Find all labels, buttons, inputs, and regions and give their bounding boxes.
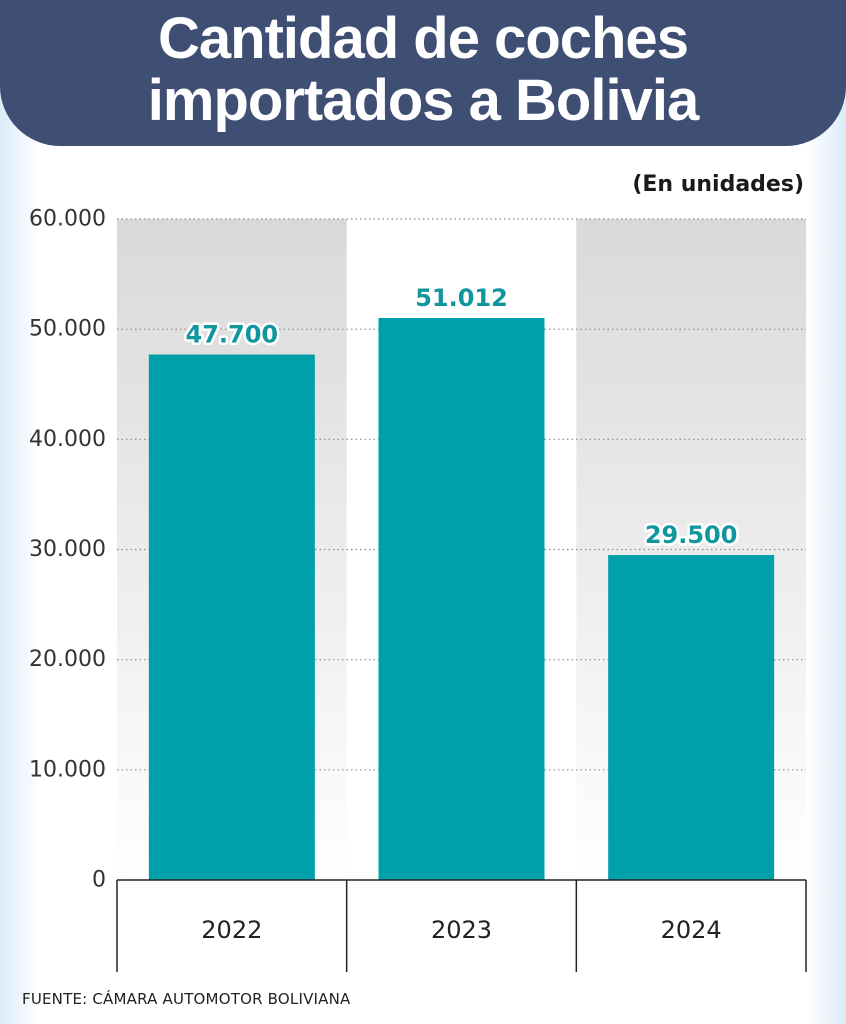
y-tick-label: 40.000 (29, 427, 106, 452)
bar (378, 318, 545, 880)
source-note: FUENTE: CÁMARA AUTOMOTOR BOLIVIANA (22, 990, 351, 1008)
chart-title-line-2: importados a Bolivia (147, 68, 699, 133)
x-tick-label: 2022 (201, 916, 262, 944)
unit-label: (En unidades) (632, 172, 804, 197)
x-axis-labels: 2022 2023 2024 (201, 916, 721, 944)
y-axis-ticks: 0 10.000 20.000 30.000 40.000 50.000 60.000 (29, 207, 106, 893)
value-label: 51.012 (415, 284, 508, 312)
x-tick-label: 2023 (431, 916, 492, 944)
bar (148, 354, 315, 880)
chart-title-line-1: Cantidad de coches (158, 6, 689, 71)
bar (608, 555, 775, 880)
y-tick-label: 0 (92, 868, 106, 893)
x-axis (116, 879, 807, 972)
value-label: 47.700 (186, 321, 279, 349)
bars (148, 318, 775, 880)
y-tick-label: 10.000 (29, 757, 106, 782)
y-tick-label: 30.000 (29, 537, 106, 562)
value-labels: 47.700 51.012 29.500 (183, 282, 740, 552)
value-label: 29.500 (645, 521, 738, 549)
chart-title-banner: Cantidad de coches importados a Bolivia (0, 0, 846, 146)
y-tick-label: 60.000 (29, 207, 106, 232)
y-tick-label: 50.000 (29, 317, 106, 342)
x-tick-label: 2024 (661, 916, 722, 944)
y-tick-label: 20.000 (29, 647, 106, 672)
